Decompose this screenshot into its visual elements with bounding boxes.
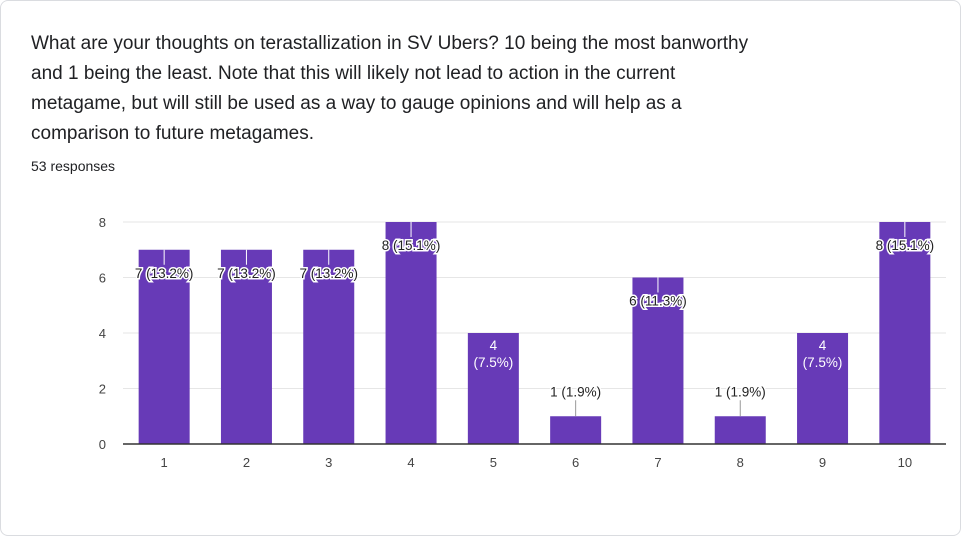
x-tick-label: 10 xyxy=(898,455,912,470)
x-tick-label: 5 xyxy=(490,455,497,470)
data-label: 1 (1.9%) xyxy=(715,384,766,399)
x-tick-label: 3 xyxy=(325,455,332,470)
x-tick-label: 9 xyxy=(819,455,826,470)
data-label: 7 (13.2%) xyxy=(299,266,358,281)
data-label: 7 (13.2%) xyxy=(217,266,276,281)
data-label: 7 (13.2%) xyxy=(135,266,194,281)
bar xyxy=(550,416,602,444)
data-label: 4 xyxy=(819,338,827,353)
bar xyxy=(714,416,766,444)
bar xyxy=(303,249,355,444)
data-label: 8 (15.1%) xyxy=(382,238,441,253)
x-tick-label: 4 xyxy=(407,455,414,470)
bar xyxy=(138,249,190,444)
question-line: What are your thoughts on terastallizati… xyxy=(31,33,749,54)
bar xyxy=(797,333,849,444)
y-tick-label: 2 xyxy=(99,382,106,397)
bar xyxy=(385,222,437,444)
y-tick-label: 6 xyxy=(99,271,106,286)
question-title: What are your thoughts on terastallizati… xyxy=(31,29,831,149)
data-label: 4 xyxy=(490,338,498,353)
data-label: 1 (1.9%) xyxy=(550,384,601,399)
x-tick-label: 1 xyxy=(161,455,168,470)
x-tick-label: 7 xyxy=(654,455,661,470)
y-tick-label: 0 xyxy=(99,437,106,452)
data-label: 6 (11.3%) xyxy=(629,294,687,309)
question-line: and 1 being the least. Note that this wi… xyxy=(31,63,676,84)
bar xyxy=(879,222,931,444)
question-line: comparison to future metagames. xyxy=(31,123,315,144)
x-tick-label: 2 xyxy=(243,455,250,470)
data-label: (7.5%) xyxy=(803,355,843,370)
question-line: metagame, but will still be used as a wa… xyxy=(31,93,682,114)
bar xyxy=(467,333,519,444)
bar xyxy=(632,277,684,444)
data-label: 8 (15.1%) xyxy=(876,238,935,253)
data-label: (7.5%) xyxy=(473,355,513,370)
x-tick-label: 6 xyxy=(572,455,579,470)
y-tick-label: 4 xyxy=(99,326,106,341)
y-tick-label: 8 xyxy=(99,215,106,230)
bar xyxy=(220,249,272,444)
response-count: 53 responses xyxy=(31,158,116,174)
x-tick-label: 8 xyxy=(737,455,744,470)
